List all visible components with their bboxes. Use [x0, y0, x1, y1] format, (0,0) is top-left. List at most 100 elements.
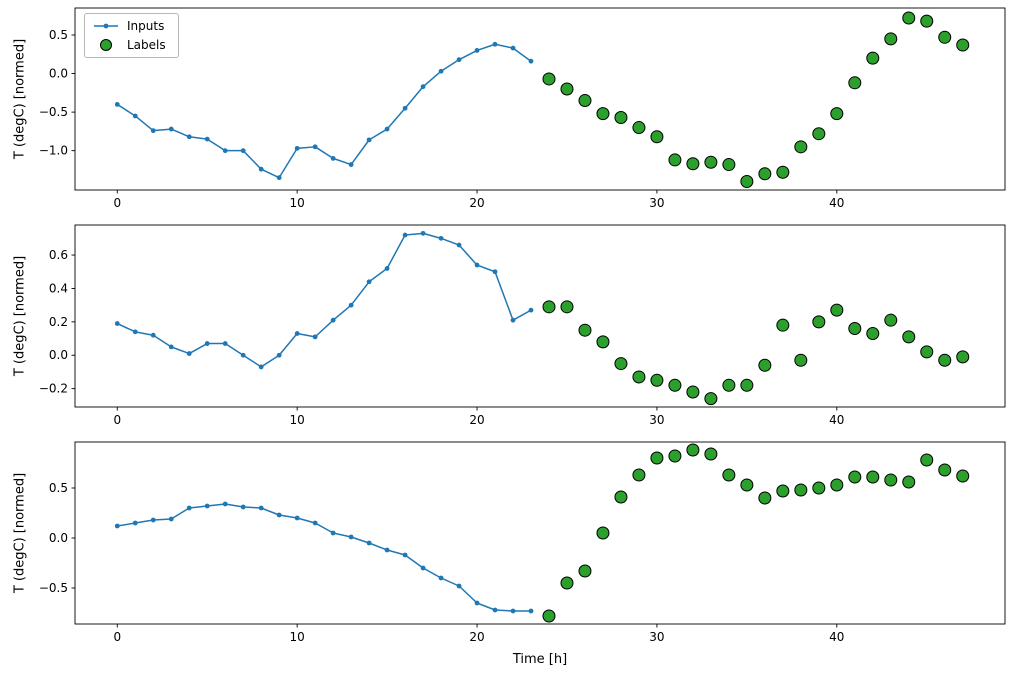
legend-item-labels: Labels [93, 38, 166, 52]
labels-marker [812, 127, 826, 141]
inputs-marker [474, 600, 480, 606]
subplot-3: 0 10 20 30 40 0.5 0.0 −0.5 [39, 441, 1006, 644]
inputs-marker [204, 341, 210, 346]
labels-marker-icon [100, 39, 112, 51]
labels-marker [776, 318, 790, 332]
labels-marker [938, 353, 952, 367]
labels-marker [776, 484, 790, 498]
labels-marker [938, 30, 952, 44]
legend: Inputs Labels [84, 13, 179, 58]
inputs-marker [528, 608, 534, 614]
inputs-marker [276, 512, 282, 518]
inputs-marker [186, 505, 192, 511]
labels-marker [632, 370, 646, 384]
labels-marker [920, 453, 934, 467]
labels-marker [884, 313, 898, 327]
x-tick-label: 30 [649, 196, 664, 210]
inputs-marker [132, 113, 138, 119]
inputs-marker [384, 266, 390, 271]
labels-marker [848, 76, 862, 90]
labels-marker [668, 153, 682, 167]
inputs-marker [366, 540, 372, 546]
labels-marker [578, 564, 592, 578]
inputs-marker [222, 501, 228, 507]
inputs-marker [168, 344, 174, 350]
inputs-marker [384, 547, 390, 553]
labels-marker [596, 526, 610, 540]
labels-marker [560, 576, 574, 590]
inputs-marker [420, 84, 426, 90]
inputs-marker [438, 575, 444, 581]
inputs-marker [366, 279, 372, 285]
inputs-marker [420, 565, 426, 571]
labels-marker [848, 470, 862, 484]
inputs-line-icon [94, 23, 118, 29]
x-tick-label: 0 [113, 413, 121, 427]
inputs-marker [150, 517, 156, 523]
inputs-line [116, 43, 532, 179]
labels-marker [578, 323, 592, 337]
inputs-marker [312, 144, 318, 150]
labels-marker [740, 478, 754, 492]
y-tick-label: −0.2 [39, 382, 68, 396]
y-tick-label: 0.6 [49, 248, 68, 262]
labels-marker [866, 327, 880, 341]
labels-marker [596, 335, 610, 349]
subplot-2: 0 10 20 30 40 0.6 0.4 0.2 0.0 −0.2 [39, 224, 1006, 427]
labels-marker [902, 330, 916, 344]
labels-marker [740, 378, 754, 392]
labels-marker [956, 38, 970, 52]
inputs-marker [528, 58, 534, 64]
labels-marker [668, 449, 682, 463]
labels-marker [812, 481, 826, 495]
x-tick-label: 20 [469, 196, 484, 210]
inputs-marker [510, 45, 516, 51]
labels-marker [866, 51, 880, 65]
labels-marker [848, 322, 862, 336]
y-tick-label: −0.5 [39, 105, 68, 119]
inputs-marker [294, 331, 300, 336]
legend-item-inputs: Inputs [93, 19, 166, 33]
inputs-marker [456, 583, 462, 589]
inputs-marker [402, 552, 408, 558]
labels-marker [650, 373, 664, 387]
inputs-marker [366, 137, 372, 143]
inputs-marker [330, 155, 336, 161]
inputs-marker [132, 520, 138, 526]
labels-marker [632, 121, 646, 135]
inputs-marker [258, 166, 264, 172]
legend-label-labels: Labels [127, 38, 166, 52]
labels-marker [542, 300, 556, 314]
inputs-marker [294, 145, 300, 151]
y-tick-label: 0.0 [49, 67, 68, 81]
labels-marker [758, 358, 772, 372]
inputs-marker [510, 608, 516, 614]
inputs-marker [204, 503, 210, 509]
labels-marker [776, 165, 790, 179]
inputs-marker [420, 230, 426, 236]
inputs-marker [114, 101, 120, 107]
labels-marker [830, 107, 844, 121]
inputs-marker [240, 504, 246, 510]
labels-marker [812, 315, 826, 329]
inputs-marker [492, 607, 498, 613]
inputs-marker [330, 530, 336, 536]
labels-marker [704, 392, 718, 406]
inputs-marker [132, 329, 138, 335]
labels-marker [884, 473, 898, 487]
inputs-line [116, 232, 532, 368]
x-tick-label: 0 [113, 196, 121, 210]
inputs-marker [168, 126, 174, 132]
x-tick-label: 40 [829, 413, 844, 427]
labels-marker [596, 107, 610, 121]
labels-marker [632, 468, 646, 482]
inputs-marker [312, 334, 318, 340]
labels-marker [542, 609, 556, 623]
y-tick-label: 0.2 [49, 315, 68, 329]
labels-marker [758, 491, 772, 505]
labels-marker [920, 345, 934, 359]
inputs-marker [276, 352, 282, 358]
x-tick-label: 20 [469, 630, 484, 644]
x-tick-label: 20 [469, 413, 484, 427]
